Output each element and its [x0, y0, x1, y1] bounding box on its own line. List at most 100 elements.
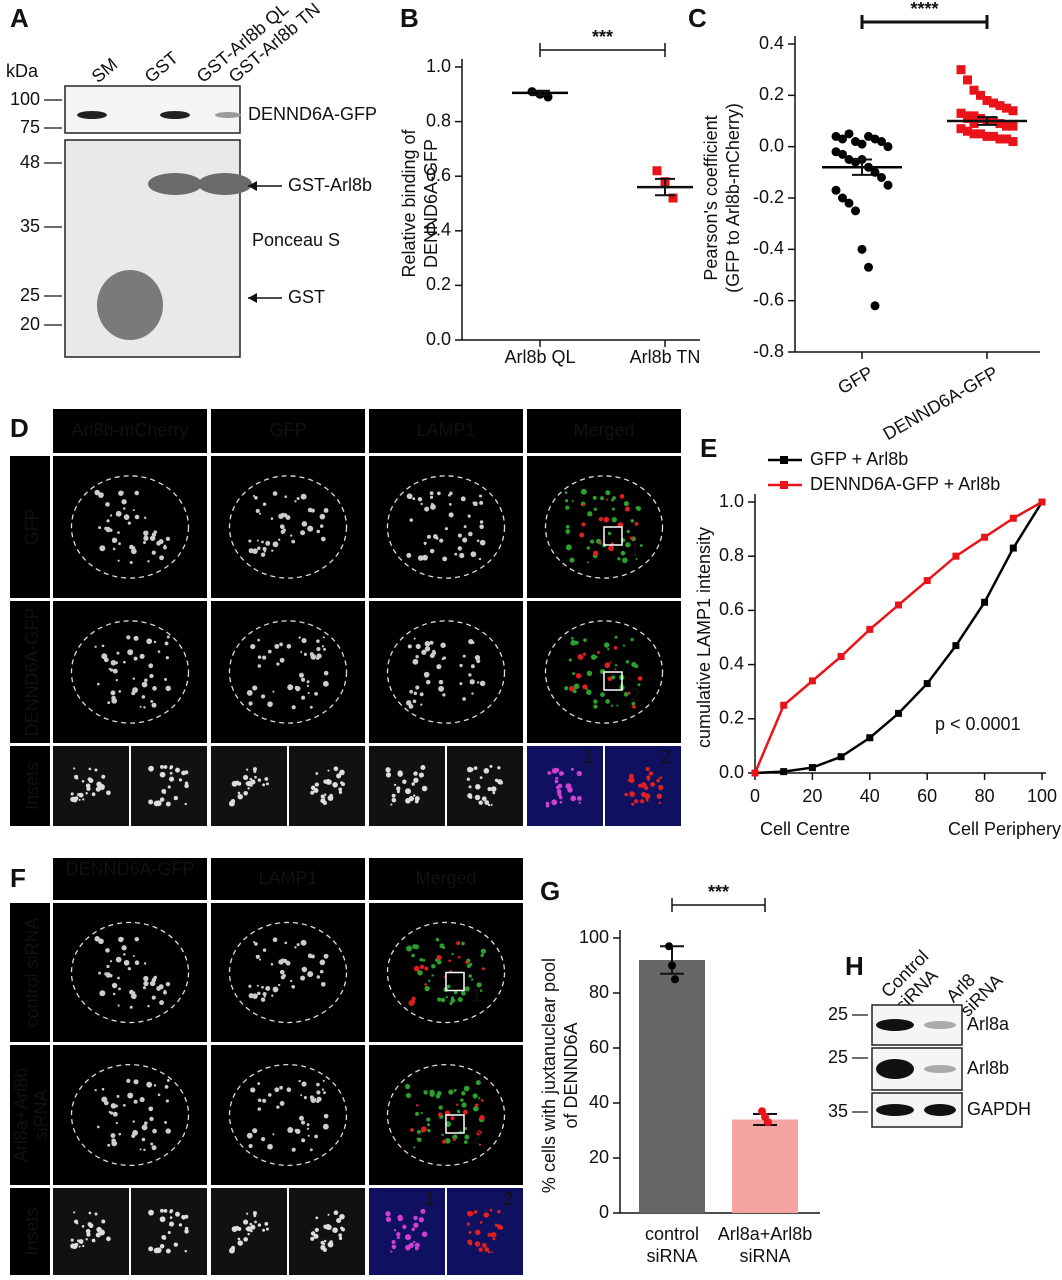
puncta	[165, 1128, 171, 1134]
puncta	[304, 495, 307, 498]
puncta	[608, 545, 614, 552]
cell-outline	[70, 921, 190, 1024]
puncta	[593, 704, 598, 709]
puncta	[448, 1089, 454, 1095]
puncta	[461, 941, 465, 946]
puncta	[307, 953, 313, 959]
puncta	[184, 770, 189, 775]
puncta	[271, 549, 274, 552]
puncta	[73, 767, 76, 770]
puncta	[315, 1216, 319, 1220]
puncta	[568, 685, 575, 692]
puncta	[564, 491, 568, 495]
puncta	[322, 800, 327, 806]
data-point	[1008, 106, 1018, 116]
puncta	[231, 801, 235, 805]
x-tick-label: control siRNA	[645, 1224, 699, 1266]
puncta	[571, 637, 574, 640]
puncta	[630, 637, 634, 642]
puncta	[131, 691, 136, 696]
puncta	[310, 1097, 317, 1103]
error-bar	[655, 177, 675, 197]
puncta	[262, 502, 267, 506]
puncta	[151, 977, 157, 983]
puncta	[163, 1209, 168, 1213]
puncta	[159, 1244, 165, 1249]
band	[148, 173, 202, 195]
puncta	[262, 991, 267, 997]
puncta	[148, 1246, 154, 1252]
band	[97, 270, 163, 340]
puncta	[321, 1088, 325, 1091]
inset-number: 2	[345, 1189, 355, 1209]
puncta	[109, 514, 113, 517]
cell-outline	[70, 620, 190, 724]
y-tick-label: 0.0	[719, 762, 744, 782]
puncta	[310, 1231, 316, 1236]
puncta	[419, 957, 423, 962]
data-point	[857, 139, 867, 149]
puncta	[462, 697, 466, 701]
data-point	[652, 166, 662, 176]
puncta	[471, 978, 474, 981]
puncta	[425, 679, 431, 685]
puncta	[498, 780, 503, 785]
puncta	[610, 704, 614, 707]
puncta	[107, 1143, 111, 1147]
data-point	[838, 193, 847, 203]
puncta	[88, 1211, 92, 1215]
puncta	[426, 534, 431, 539]
puncta	[301, 677, 306, 682]
puncta	[306, 1127, 310, 1130]
puncta	[123, 959, 130, 966]
puncta	[101, 1087, 105, 1091]
puncta	[469, 974, 472, 978]
y-tick-label: 1.0	[719, 491, 744, 511]
puncta	[456, 941, 461, 946]
puncta	[416, 1129, 421, 1134]
cell-outline	[228, 921, 348, 1024]
puncta	[126, 635, 131, 640]
puncta	[141, 1137, 146, 1142]
puncta	[565, 544, 572, 551]
puncta	[316, 656, 320, 660]
data-point	[923, 680, 931, 688]
puncta	[320, 536, 326, 542]
data-point	[981, 598, 989, 606]
column-header-bg	[53, 858, 207, 900]
puncta	[479, 500, 484, 505]
puncta	[460, 496, 466, 502]
puncta	[82, 798, 85, 801]
puncta	[248, 1143, 253, 1149]
puncta	[492, 791, 496, 795]
puncta	[267, 649, 272, 654]
puncta	[143, 980, 149, 987]
puncta	[424, 674, 428, 678]
error-bar	[852, 158, 872, 176]
puncta	[156, 986, 161, 991]
puncta	[167, 1230, 171, 1235]
puncta	[475, 784, 481, 790]
puncta	[291, 539, 296, 544]
micrograph	[53, 1045, 207, 1185]
band	[160, 111, 190, 119]
puncta	[254, 942, 258, 946]
puncta	[478, 557, 482, 561]
puncta	[554, 779, 559, 784]
puncta	[74, 774, 79, 780]
data-point	[956, 65, 966, 75]
y-tick-label: 0.4	[426, 220, 451, 240]
puncta	[586, 689, 592, 696]
puncta	[159, 555, 164, 561]
puncta	[96, 781, 102, 787]
puncta	[461, 990, 466, 996]
y-tick-label: -0.2	[753, 187, 784, 207]
row-label-bg	[10, 456, 50, 598]
puncta	[422, 554, 428, 561]
puncta	[250, 779, 256, 785]
puncta	[115, 1121, 118, 1125]
puncta	[570, 795, 577, 802]
puncta	[476, 539, 480, 543]
puncta	[479, 1115, 485, 1121]
inset-image	[527, 746, 603, 826]
